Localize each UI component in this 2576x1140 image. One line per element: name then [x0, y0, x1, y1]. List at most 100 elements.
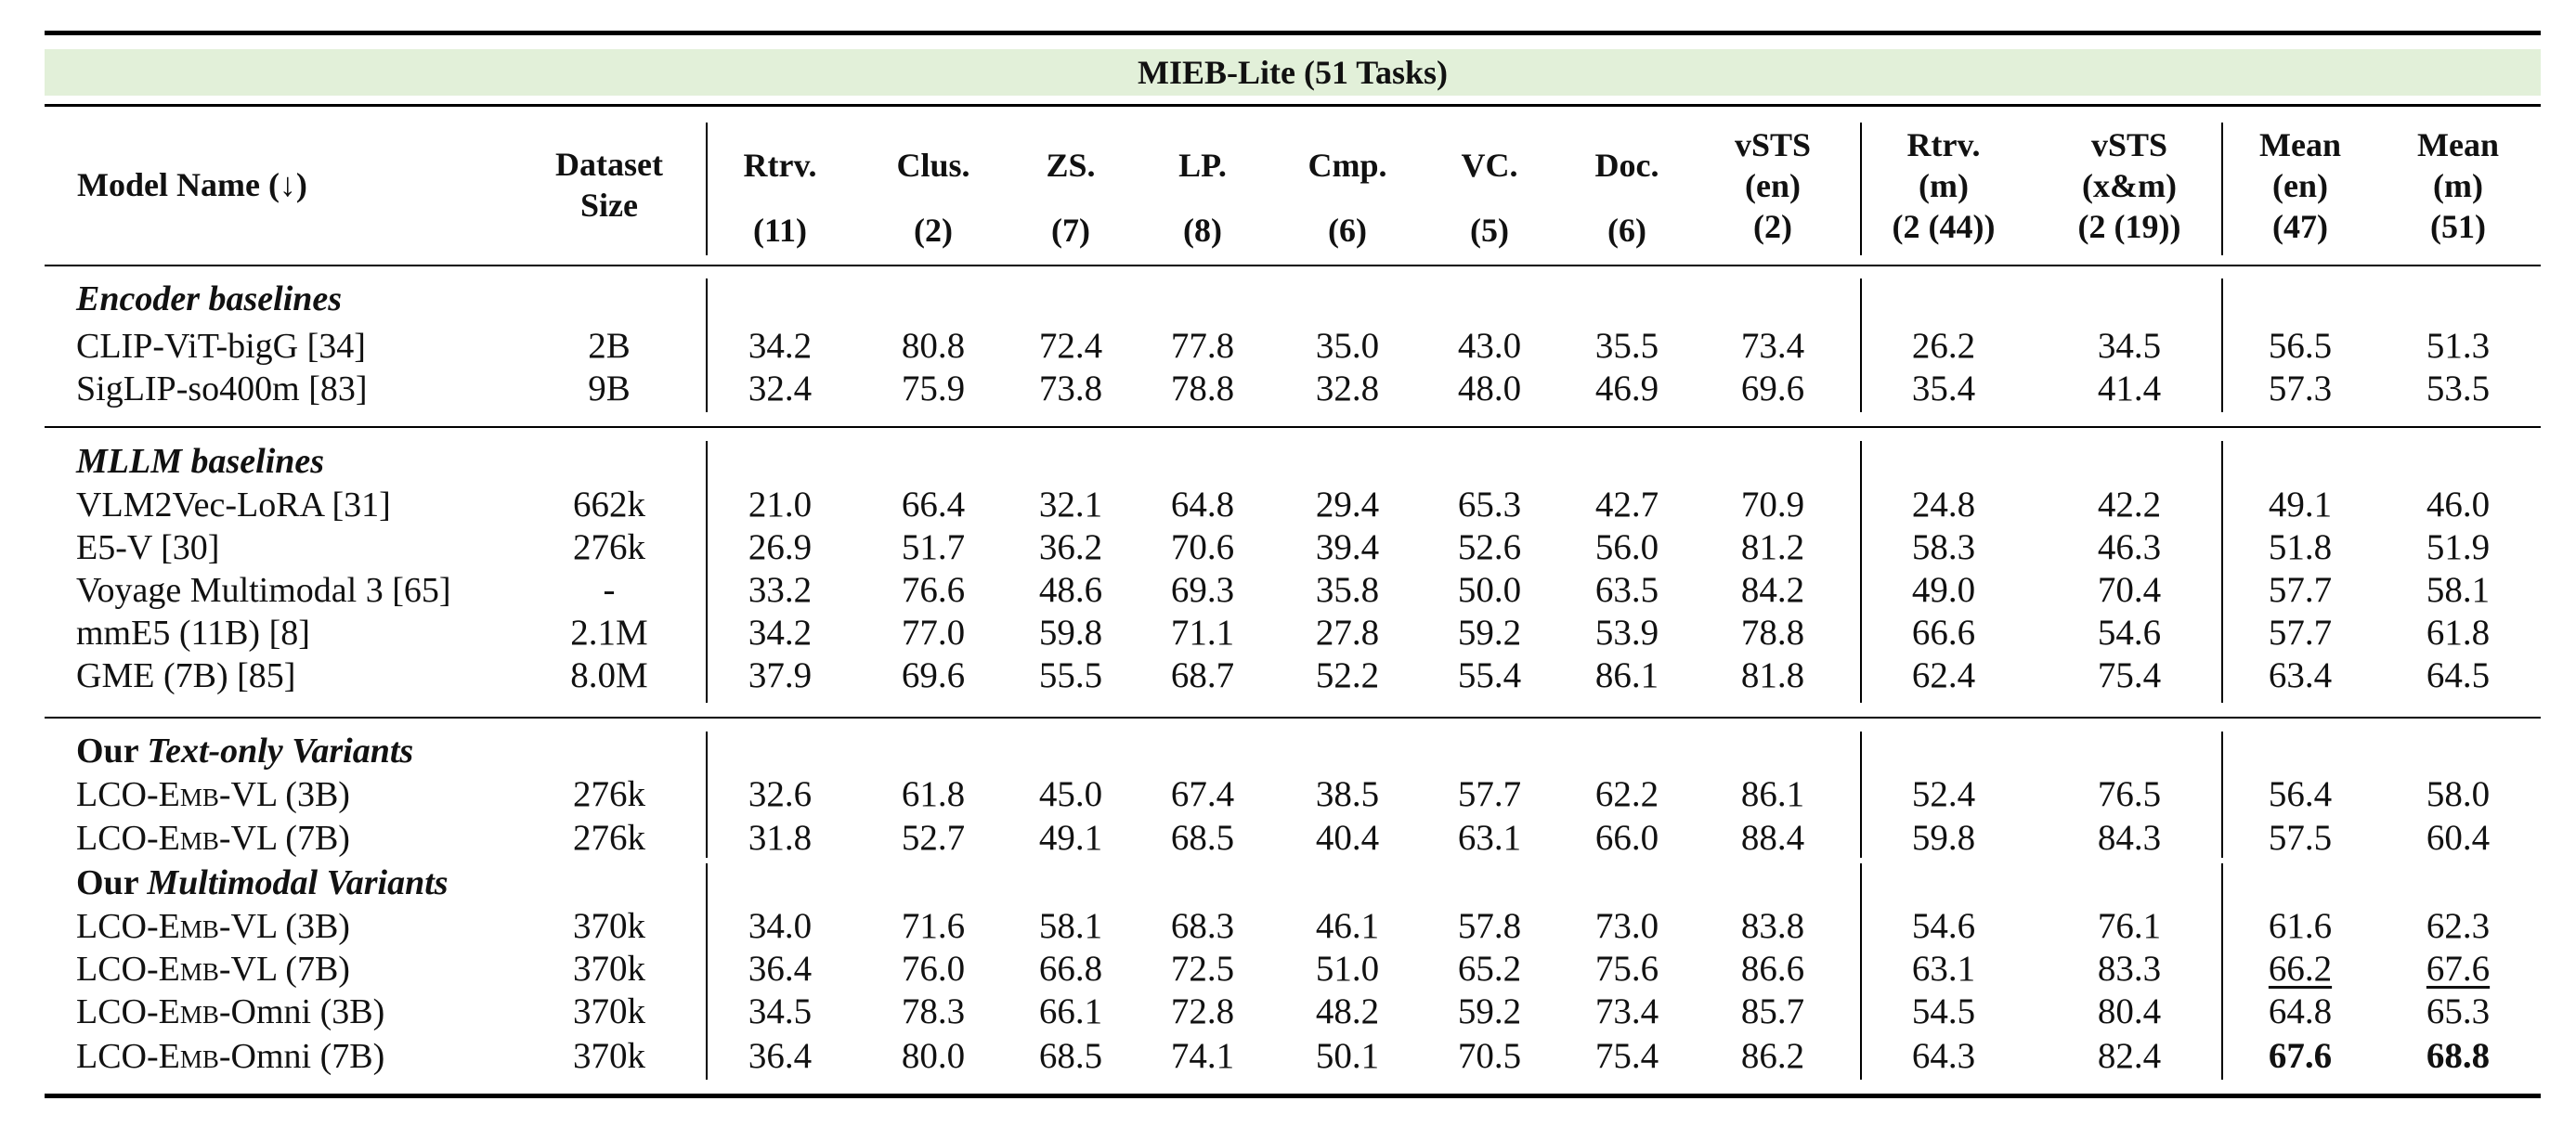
score-cell: 80.4: [2098, 991, 2161, 1033]
score-value: 35.0: [1315, 326, 1380, 366]
score-value: 53.5: [2426, 369, 2491, 408]
model-name-text: mmE5 (11B) [8]: [76, 614, 310, 653]
column-divider: [706, 279, 708, 412]
score-value: 58.1: [1038, 906, 1103, 946]
score-value: 45.0: [1038, 774, 1103, 814]
score-value: 34.5: [748, 991, 813, 1031]
score-cell: 48.2: [1316, 991, 1379, 1033]
score-cell: 38.5: [1316, 773, 1379, 816]
score-cell: 74.1: [1171, 1035, 1234, 1078]
score-value: 81.8: [1740, 655, 1805, 695]
header-line: Dataset: [555, 146, 663, 183]
section-label-italic: Text-only Variants: [147, 732, 414, 771]
score-value: 41.4: [2097, 369, 2162, 408]
score-cell: 53.9: [1595, 612, 1659, 654]
section-label: Encoder baselines: [76, 278, 342, 320]
score-value: 37.9: [748, 655, 813, 695]
score-cell: 63.1: [1458, 817, 1521, 860]
score-cell: 66.0: [1595, 817, 1659, 860]
score-cell: 36.4: [748, 948, 812, 991]
score-cell: 35.0: [1316, 325, 1379, 368]
score-cell: 68.5: [1039, 1035, 1102, 1078]
score-cell: 46.3: [2098, 526, 2161, 569]
score-cell: 34.5: [2098, 325, 2161, 368]
score-value: 65.3: [1457, 485, 1522, 525]
score-cell: 83.3: [2098, 948, 2161, 991]
score-cell: 46.0: [2426, 484, 2490, 526]
header-line: Doc.: [1594, 147, 1659, 184]
score-cell: 86.1: [1741, 773, 1804, 816]
column-divider: [1860, 441, 1862, 703]
header-line: vSTS: [2090, 126, 2168, 163]
score-cell: 26.2: [1912, 325, 1975, 368]
score-cell: 51.9: [2426, 526, 2490, 569]
score-cell: 72.5: [1171, 948, 1234, 991]
bottom-rule: [45, 1094, 2541, 1098]
score-value: 50.0: [1457, 570, 1522, 610]
score-cell: 51.0: [1316, 948, 1379, 991]
score-value: 26.9: [748, 527, 813, 567]
score-value: 84.3: [2097, 818, 2162, 858]
score-value: 73.0: [1594, 906, 1659, 946]
score-value: 48.0: [1457, 369, 1522, 408]
score-cell: 81.2: [1741, 526, 1804, 569]
score-cell: 21.0: [748, 484, 812, 526]
model-name-text: LCO-: [76, 1037, 159, 1076]
score-value: 51.3: [2426, 326, 2491, 366]
score-cell: 75.9: [902, 368, 965, 410]
score-cell: 55.5: [1039, 654, 1102, 697]
column-divider: [1860, 123, 1862, 255]
score-value: 39.4: [1315, 527, 1380, 567]
score-value: 63.1: [1457, 818, 1522, 858]
score-cell: 26.9: [748, 526, 812, 569]
score-cell: 65.3: [1458, 484, 1521, 526]
score-value: 78.3: [901, 991, 966, 1031]
header-line: Clus.: [896, 147, 970, 184]
dataset-size-cell: 2.1M: [570, 613, 648, 653]
score-cell: 85.7: [1741, 991, 1804, 1033]
score-cell: 69.3: [1171, 569, 1234, 612]
score-value: 57.5: [2268, 818, 2333, 858]
score-value: 64.8: [2268, 991, 2333, 1031]
header-line: (m): [1919, 167, 1969, 204]
score-cell: 84.3: [2098, 817, 2161, 860]
score-value: 69.6: [1740, 369, 1805, 408]
model-name-text: GME (7B) [85]: [76, 656, 296, 695]
score-value: 66.4: [901, 485, 966, 525]
section-label: Our Multimodal Variants: [76, 861, 449, 904]
score-value: 51.8: [2268, 527, 2333, 567]
mid-rule: [45, 426, 2541, 428]
model-name-text: LCO-: [76, 819, 159, 858]
model-name-text: E5-V [30]: [76, 528, 220, 567]
score-cell: 35.5: [1595, 325, 1659, 368]
score-cell: 43.0: [1458, 325, 1521, 368]
score-cell: 61.8: [2426, 612, 2490, 654]
score-cell: 75.4: [1595, 1035, 1659, 1078]
model-name-text: CLIP-ViT-bigG [34]: [76, 327, 366, 366]
score-cell: 75.6: [1595, 948, 1659, 991]
score-cell: 59.8: [1912, 817, 1975, 860]
score-value: 58.0: [2426, 774, 2491, 814]
score-cell: 59.8: [1039, 612, 1102, 654]
score-value: 67.4: [1170, 774, 1235, 814]
model-name-suffix: -VL (3B): [218, 775, 350, 814]
score-cell: 66.8: [1039, 948, 1102, 991]
score-value: 58.1: [2426, 570, 2491, 610]
score-cell: 54.6: [1912, 905, 1975, 948]
score-value: 75.4: [2097, 655, 2162, 695]
score-value: 61.6: [2268, 906, 2333, 946]
score-cell: 58.3: [1912, 526, 1975, 569]
score-cell: 86.1: [1595, 654, 1659, 697]
score-value: 54.5: [1911, 991, 1976, 1031]
score-cell: 33.2: [748, 569, 812, 612]
score-cell: 65.3: [2426, 991, 2490, 1033]
header-column: Rtrv. (11): [744, 145, 817, 251]
score-cell: 75.4: [2098, 654, 2161, 697]
header-column: Clus. (2): [896, 145, 969, 251]
score-cell: 78.3: [902, 991, 965, 1033]
score-cell: 50.1: [1316, 1035, 1379, 1078]
model-name-smallcaps: Emb: [158, 907, 219, 946]
header-line: (51): [2430, 208, 2486, 245]
score-cell: 76.0: [902, 948, 965, 991]
header-line: Mean: [2417, 126, 2499, 163]
